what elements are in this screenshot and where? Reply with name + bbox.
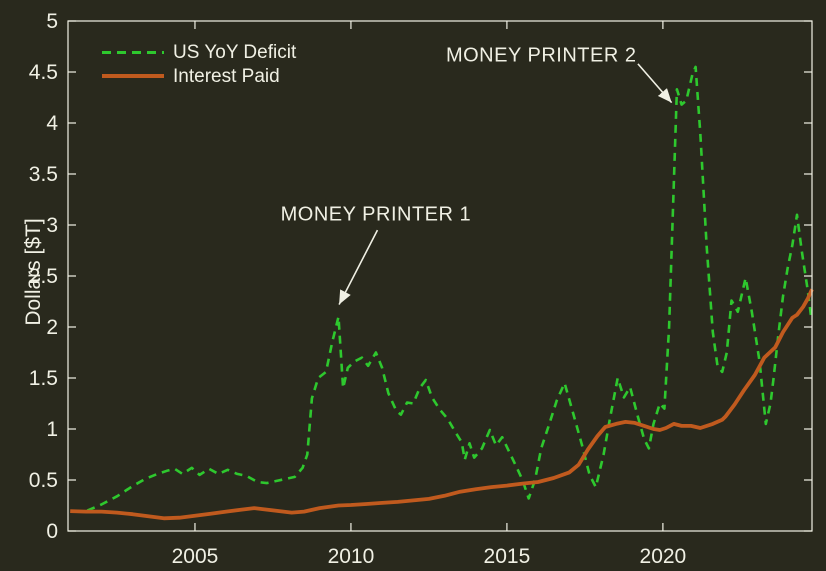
y-tick-label: 3	[46, 214, 58, 237]
y-tick-label: 2.5	[29, 265, 58, 288]
annotation-money-printer-1: MONEY PRINTER 1	[280, 203, 472, 226]
y-tick-label: 0	[46, 520, 58, 543]
y-tick-label: 3.5	[29, 163, 58, 186]
legend-deficit-dashed-line-sample	[102, 50, 164, 54]
series-line-0	[86, 65, 813, 512]
y-axis-title: Dollars [$T]	[22, 218, 45, 325]
x-tick-label: 2005	[172, 545, 219, 568]
x-tick-label: 2015	[484, 545, 531, 568]
y-tick-label: 4	[46, 112, 58, 135]
legend-item-interest: Interest Paid	[102, 65, 296, 87]
y-tick-label: 4.5	[29, 61, 58, 84]
x-tick-label: 2010	[328, 545, 375, 568]
y-tick-label: 0.5	[29, 469, 58, 492]
x-tick-label: 2020	[640, 545, 687, 568]
legend-interest-solid-line-sample	[102, 74, 164, 78]
annotation-money-printer-2: MONEY PRINTER 2	[445, 44, 637, 67]
legend-interest-label: Interest Paid	[173, 65, 280, 87]
annotation-arrow-1	[338, 229, 379, 305]
y-tick-label: 1.5	[29, 367, 58, 390]
legend: US YoY Deficit Interest Paid	[102, 41, 296, 87]
annotation-arrow-2	[637, 63, 673, 104]
y-tick-label: 5	[46, 10, 58, 33]
legend-deficit-label: US YoY Deficit	[173, 41, 297, 63]
y-tick-label: 1	[46, 418, 58, 441]
y-tick-label: 2	[46, 316, 58, 339]
series-line-1	[70, 288, 814, 521]
legend-item-deficit: US YoY Deficit	[102, 41, 296, 63]
